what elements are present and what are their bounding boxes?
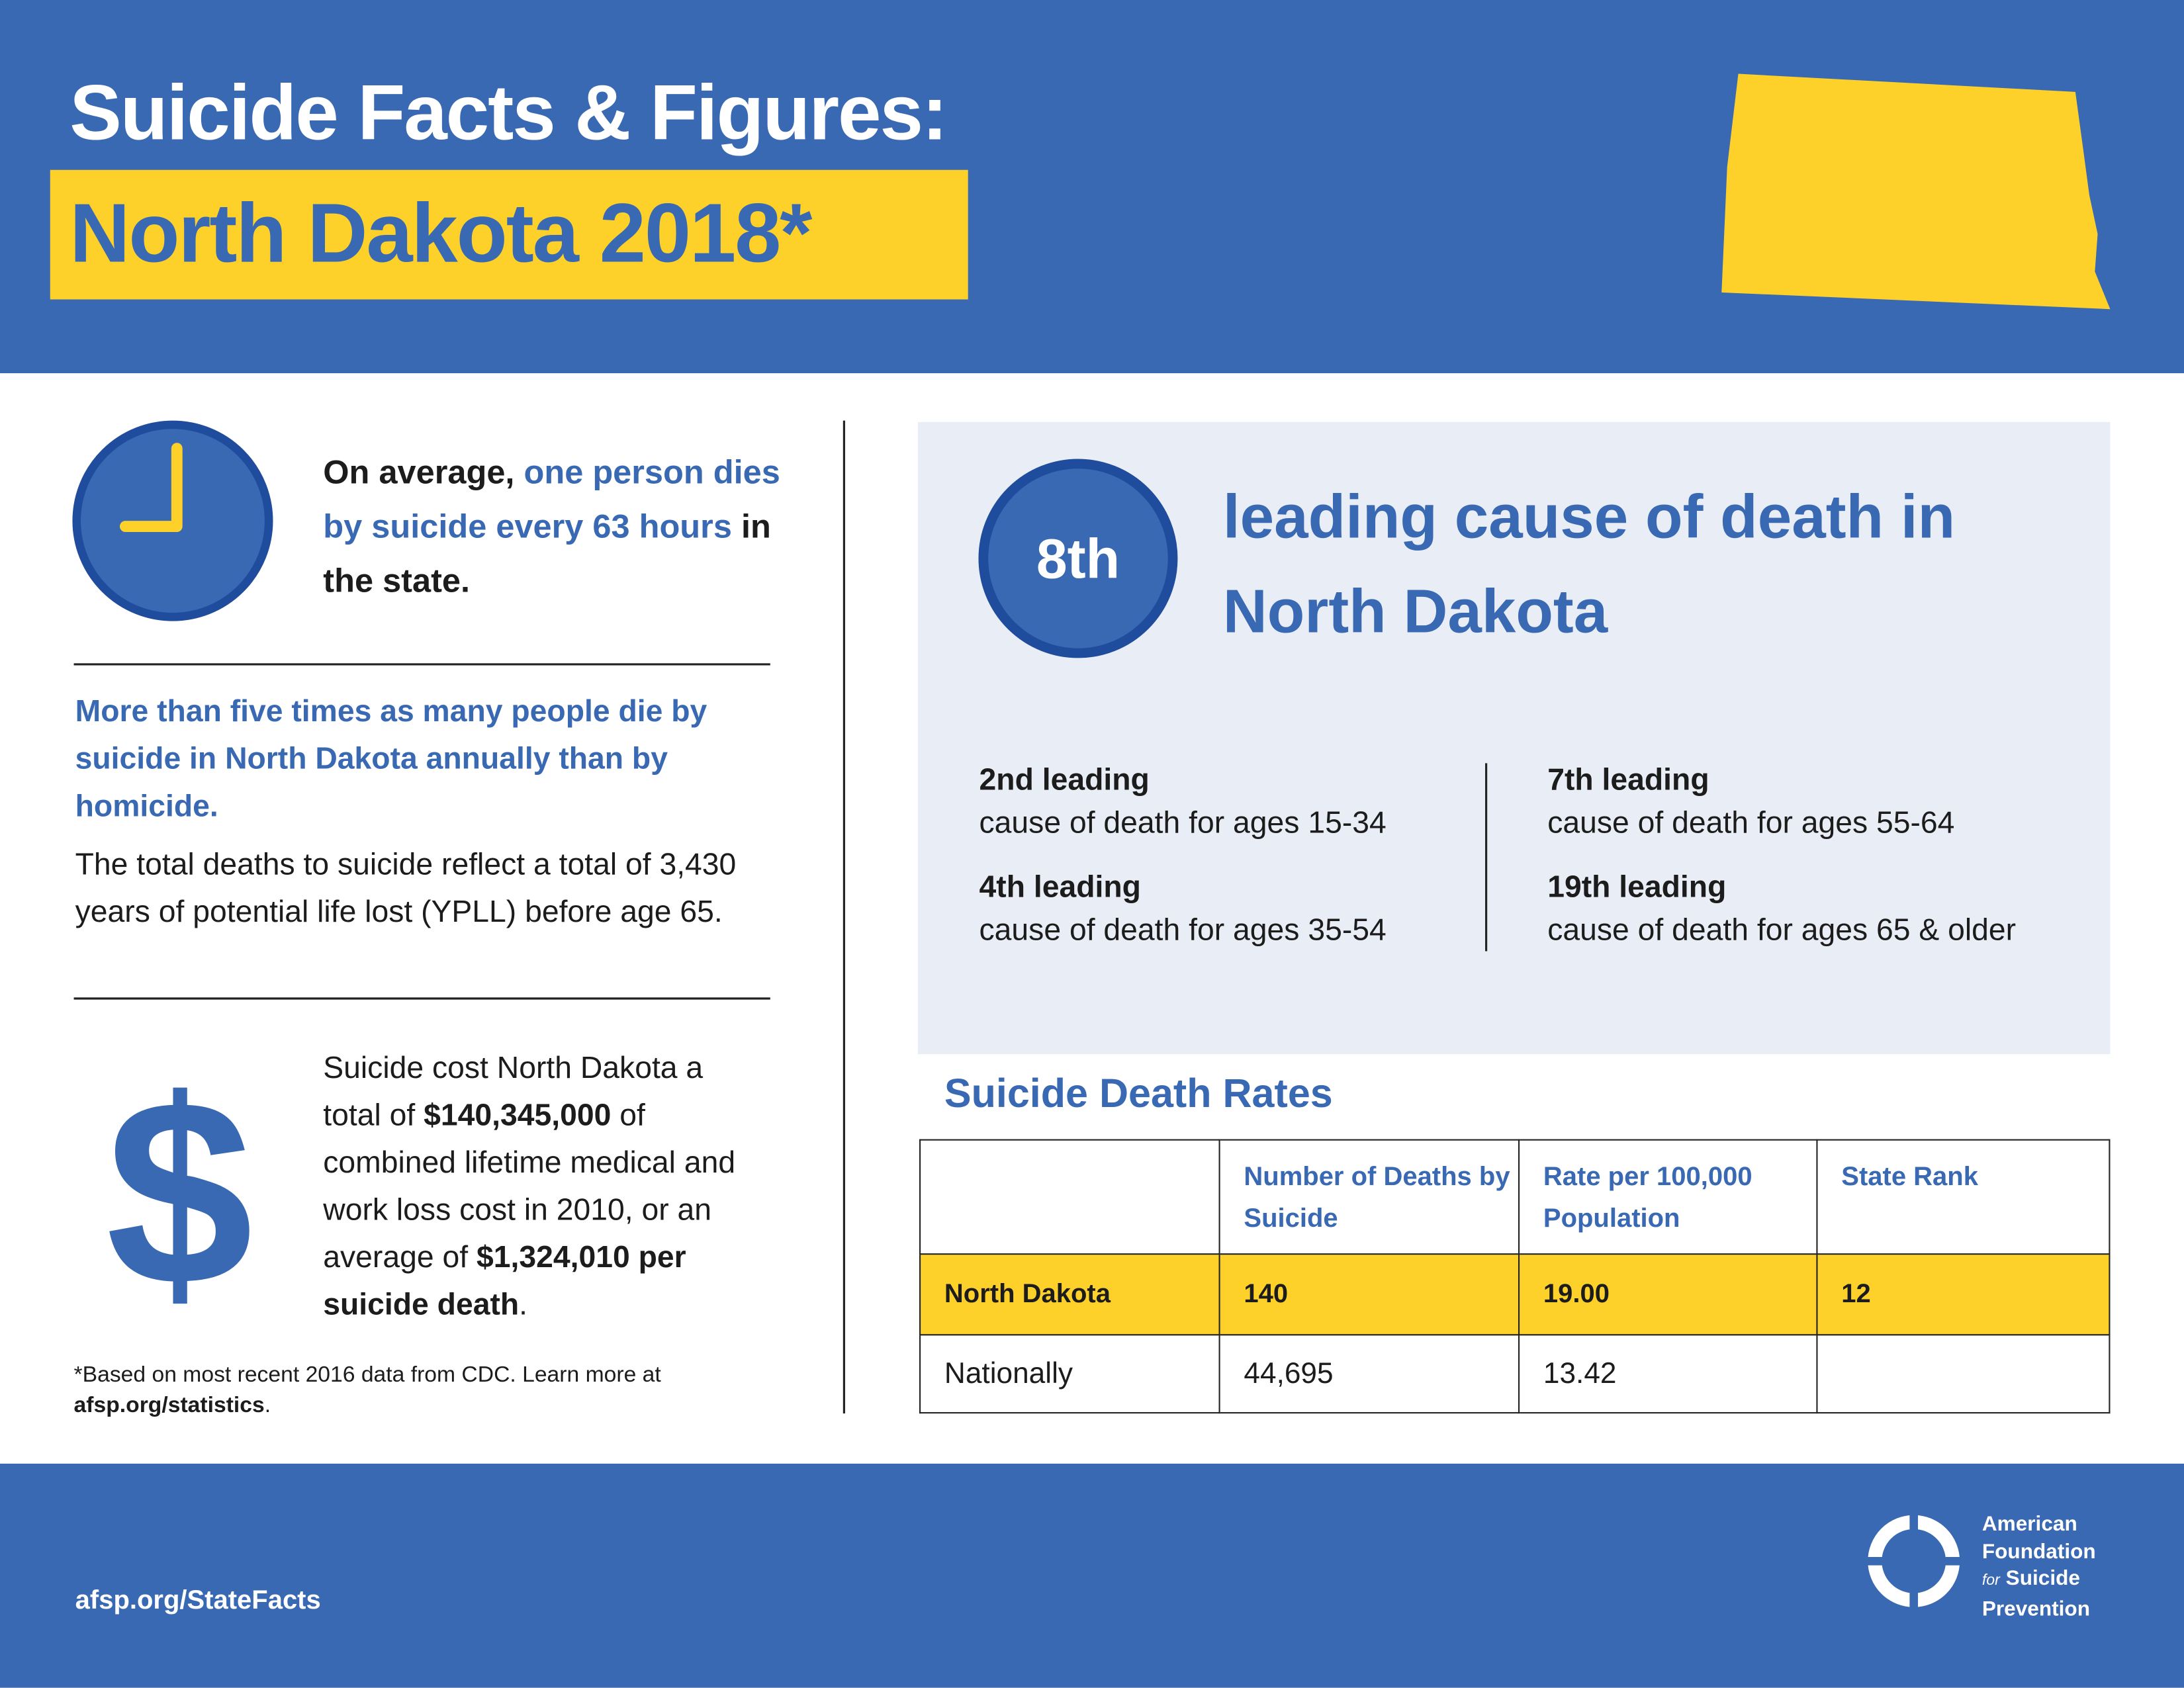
footnote: *Based on most recent 2016 data from CDC… <box>74 1360 798 1422</box>
clock-fact: On average, one person dies by suicide e… <box>323 445 783 608</box>
logo-text: American Foundation for Suicide Preventi… <box>1982 1511 2096 1622</box>
logo-gaps <box>1863 1511 1964 1612</box>
cost-fact: Suicide cost North Dakota a total of $14… <box>323 1044 768 1328</box>
cell: Nationally <box>919 1334 1220 1414</box>
table-title: Suicide Death Rates <box>944 1072 1333 1117</box>
logo-line: Foundation <box>1981 1539 2096 1564</box>
rank-heading: leading cause of death in North Dakota <box>1222 483 1956 646</box>
rank-label: 19th leading <box>1547 869 1727 904</box>
title: Suicide Facts & Figures: <box>69 68 948 156</box>
logo-word: Suicide <box>2005 1566 2080 1591</box>
logo-line: Prevention <box>1981 1596 2091 1621</box>
rank-desc: cause of death for ages 15-34 <box>979 805 1387 840</box>
dollar-icon: $ <box>105 1045 253 1341</box>
cell: North Dakota <box>919 1253 1220 1336</box>
cell: 19.00 <box>1518 1253 1818 1336</box>
rank-label: 2nd leading <box>979 762 1150 797</box>
header-row: Number of Deaths by Suicide Rate per 100… <box>919 1139 2111 1255</box>
logo-line: for Suicide <box>1982 1566 2096 1595</box>
state-map <box>1721 73 2111 310</box>
rank-label: 7th leading <box>1547 762 1709 797</box>
cell <box>919 1139 1220 1255</box>
subtitle-box <box>50 169 968 300</box>
table-row: North Dakota 140 19.00 12 <box>919 1253 2111 1336</box>
header-cell: Rate per 100,000 Population <box>1518 1139 1818 1255</box>
text: in the state. <box>323 508 771 601</box>
text: . <box>264 1394 271 1418</box>
text: Suicide cost North Dakota a total of <box>323 1049 704 1133</box>
header-cell: Number of Deaths by Suicide <box>1218 1139 1520 1255</box>
cell: 13.42 <box>1518 1334 1818 1414</box>
logo-line: American <box>1981 1512 2077 1536</box>
cell: 12 <box>1816 1253 2111 1336</box>
cell <box>1816 1334 2111 1414</box>
text: *Based on most recent 2016 data from CDC… <box>73 1363 661 1388</box>
text: of combined lifetime medical and work lo… <box>323 1097 736 1274</box>
rates-table: Number of Deaths by Suicide Rate per 100… <box>919 1139 2111 1414</box>
footer-url[interactable]: afsp.org/StateFacts <box>75 1586 321 1616</box>
rank-label: 4th leading <box>979 869 1141 904</box>
logo-for: for <box>1981 1572 2000 1589</box>
rank-item: 7th leading cause of death for ages 55-64 <box>1547 758 1954 844</box>
text: On average, <box>323 454 515 492</box>
footer-band <box>0 1463 2184 1688</box>
rank-item: 19th leading cause of death for ages 65 &… <box>1547 865 2016 951</box>
rank-badge <box>978 459 1178 658</box>
rank-item: 2nd leading cause of death for ages 15-34 <box>979 758 1387 844</box>
cell: 44,695 <box>1218 1334 1520 1414</box>
rank-desc: cause of death for ages 55-64 <box>1547 805 1955 840</box>
table-row: Nationally 44,695 13.42 <box>919 1334 2111 1414</box>
cell: 140 <box>1218 1253 1520 1336</box>
rank-item: 4th leading cause of death for ages 35-54 <box>979 865 1387 951</box>
rank-desc: cause of death for ages 65 & older <box>1547 912 2017 948</box>
text: . <box>519 1286 528 1322</box>
highlight: one person dies by suicide every 63 hour… <box>323 454 780 547</box>
header-cell: State Rank <box>1816 1139 2111 1255</box>
highlight: $1,324,010 per suicide death <box>323 1239 686 1322</box>
homicide-body: The total deaths to suicide reflect a to… <box>75 846 737 929</box>
homicide-headline: More than five times as many people die … <box>75 693 707 823</box>
link: afsp.org/statistics <box>73 1394 265 1418</box>
rank-badge-text: 8th <box>1036 529 1120 591</box>
subtitle: North Dakota 2018* <box>69 187 812 281</box>
clock-hands <box>119 443 183 532</box>
rank-desc: cause of death for ages 35-54 <box>979 912 1387 948</box>
highlight: $140,345,000 <box>424 1097 612 1133</box>
